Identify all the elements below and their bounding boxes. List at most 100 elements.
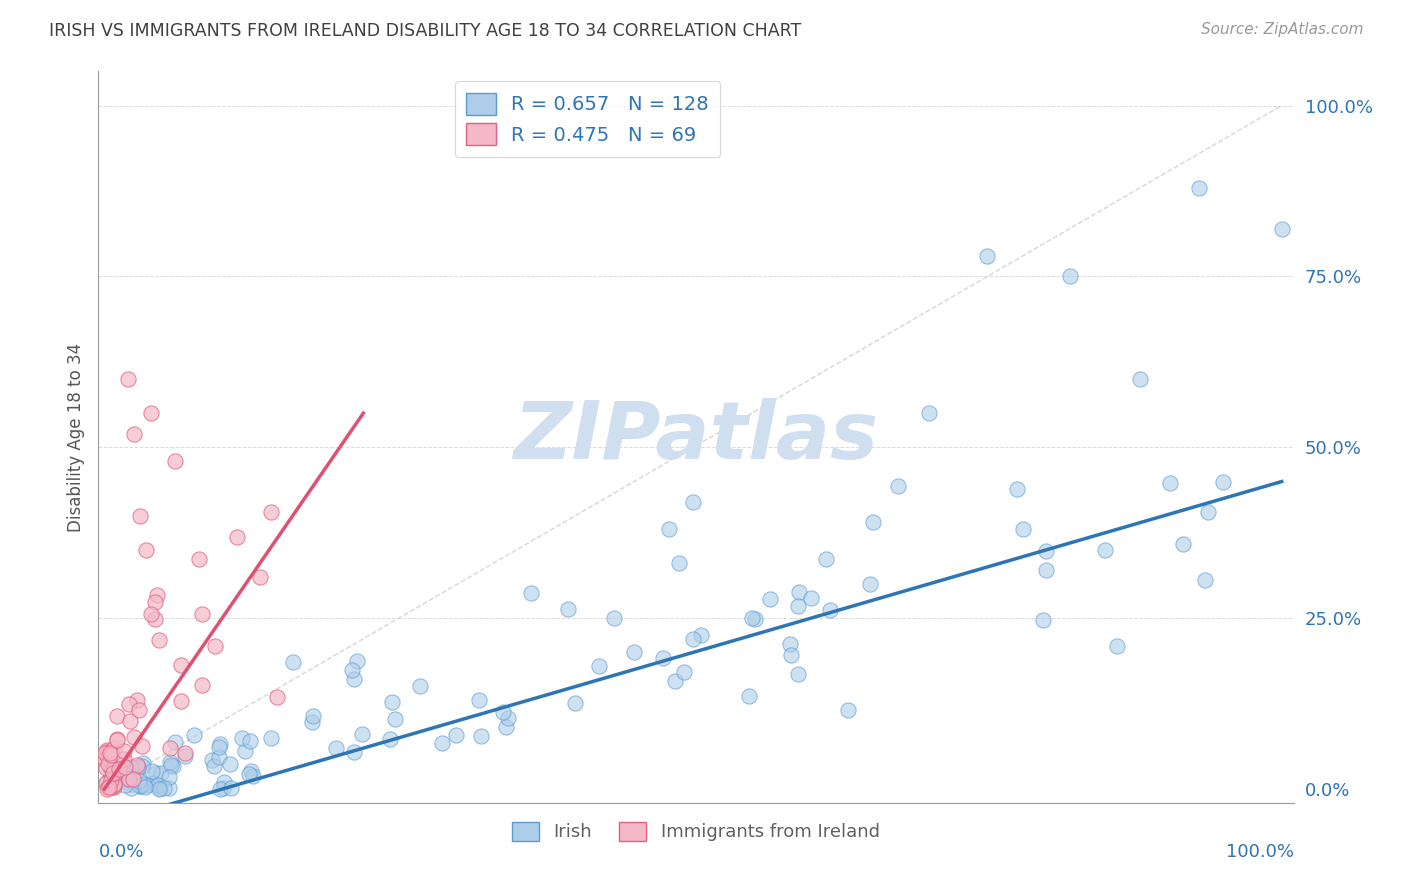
Point bbox=[148, 781, 170, 796]
Point bbox=[208, 781, 231, 796]
Point bbox=[103, 760, 125, 774]
Point bbox=[141, 607, 163, 621]
Point bbox=[814, 552, 837, 566]
Point bbox=[1005, 482, 1028, 496]
Point bbox=[157, 781, 180, 796]
Point bbox=[202, 758, 225, 772]
Point bbox=[131, 759, 153, 773]
Point bbox=[786, 666, 808, 681]
Point bbox=[98, 761, 121, 775]
Point bbox=[340, 663, 363, 677]
Point bbox=[96, 774, 118, 789]
Point bbox=[100, 763, 122, 777]
Point bbox=[141, 764, 163, 778]
Point bbox=[208, 749, 231, 764]
Point bbox=[1105, 639, 1128, 653]
Point bbox=[430, 735, 453, 749]
Point bbox=[343, 673, 366, 687]
Point bbox=[157, 770, 180, 784]
Point bbox=[163, 454, 186, 468]
Point bbox=[378, 731, 401, 746]
Point bbox=[212, 780, 235, 795]
Point bbox=[94, 752, 117, 766]
Point bbox=[148, 632, 170, 647]
Point bbox=[122, 772, 145, 786]
Point bbox=[134, 542, 156, 557]
Point bbox=[152, 780, 174, 795]
Point bbox=[238, 767, 260, 781]
Point bbox=[260, 731, 283, 745]
Point bbox=[120, 760, 142, 774]
Point bbox=[97, 757, 120, 772]
Point bbox=[468, 693, 491, 707]
Point bbox=[129, 779, 152, 793]
Point bbox=[249, 570, 271, 584]
Point bbox=[409, 679, 432, 693]
Point bbox=[346, 654, 368, 668]
Point bbox=[623, 645, 645, 659]
Point bbox=[652, 650, 675, 665]
Point bbox=[682, 632, 704, 646]
Point bbox=[105, 732, 128, 747]
Point bbox=[127, 757, 149, 772]
Point bbox=[110, 767, 132, 781]
Point bbox=[127, 760, 149, 774]
Point bbox=[557, 601, 579, 615]
Point bbox=[496, 711, 519, 725]
Point bbox=[239, 734, 262, 748]
Point bbox=[98, 747, 121, 761]
Point bbox=[470, 730, 492, 744]
Point bbox=[738, 689, 761, 703]
Point bbox=[125, 760, 148, 774]
Point bbox=[603, 610, 626, 624]
Point bbox=[150, 766, 173, 780]
Point bbox=[132, 756, 155, 771]
Point bbox=[1188, 180, 1211, 194]
Point bbox=[101, 748, 124, 763]
Point bbox=[94, 776, 117, 790]
Point bbox=[818, 602, 841, 616]
Point bbox=[325, 740, 347, 755]
Point bbox=[1159, 476, 1181, 491]
Point bbox=[174, 747, 197, 761]
Point bbox=[780, 648, 803, 663]
Point bbox=[110, 757, 132, 772]
Point bbox=[976, 249, 998, 263]
Point bbox=[588, 659, 610, 673]
Legend: Irish, Immigrants from Ireland: Irish, Immigrants from Ireland bbox=[505, 814, 887, 848]
Point bbox=[183, 728, 205, 742]
Point bbox=[100, 780, 122, 795]
Text: 100.0%: 100.0% bbox=[1226, 843, 1294, 861]
Point bbox=[104, 761, 127, 775]
Point bbox=[1271, 221, 1294, 235]
Point bbox=[673, 665, 696, 679]
Point bbox=[107, 762, 129, 776]
Point bbox=[170, 694, 193, 708]
Point bbox=[121, 777, 143, 791]
Point bbox=[96, 781, 118, 796]
Point bbox=[658, 522, 681, 536]
Point bbox=[343, 745, 366, 759]
Point bbox=[149, 780, 172, 795]
Point bbox=[173, 748, 195, 763]
Point bbox=[120, 714, 142, 728]
Point bbox=[1035, 563, 1057, 577]
Point bbox=[122, 426, 145, 441]
Point bbox=[260, 505, 283, 519]
Point bbox=[118, 772, 141, 786]
Point bbox=[240, 764, 263, 778]
Point bbox=[520, 586, 543, 600]
Point bbox=[132, 777, 155, 791]
Point bbox=[107, 708, 129, 723]
Point bbox=[143, 612, 166, 626]
Point bbox=[786, 599, 808, 613]
Point bbox=[98, 780, 121, 794]
Text: Source: ZipAtlas.com: Source: ZipAtlas.com bbox=[1201, 22, 1364, 37]
Point bbox=[103, 780, 125, 794]
Point bbox=[100, 747, 122, 762]
Point bbox=[94, 746, 117, 760]
Point bbox=[682, 495, 704, 509]
Point bbox=[201, 754, 224, 768]
Point bbox=[384, 712, 406, 726]
Point bbox=[787, 585, 810, 599]
